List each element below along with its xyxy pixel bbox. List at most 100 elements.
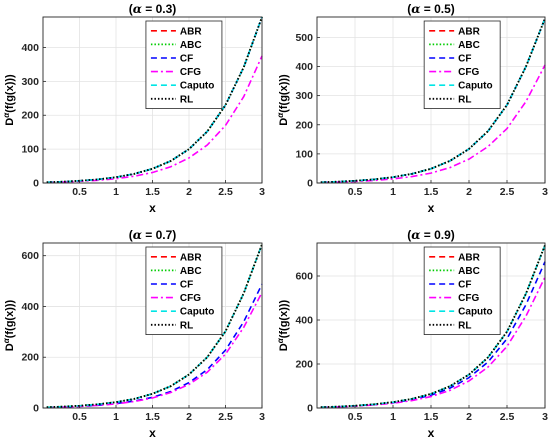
title-suffix: = 0.3) xyxy=(142,2,176,16)
title-alpha: α xyxy=(411,228,420,242)
title-prefix: ( xyxy=(129,228,133,242)
x-axis-label: x xyxy=(149,201,156,215)
x-tick-label: 1.5 xyxy=(145,186,160,198)
y-tick-label: 400 xyxy=(295,315,313,327)
legend-label-caputo: Caputo xyxy=(458,307,492,318)
title-suffix: = 0.7) xyxy=(142,228,176,242)
x-tick-label: 3 xyxy=(259,186,265,198)
ylabel-suffix: (f(g(x))) xyxy=(4,299,16,338)
ylabel-sup: α xyxy=(276,112,285,118)
legend-box xyxy=(423,246,501,335)
x-tick-label: 3 xyxy=(542,411,548,423)
x-tick-label: 1 xyxy=(390,186,396,198)
x-tick-label: 3 xyxy=(259,411,265,423)
y-axis-label: Dα(f(g(x))) xyxy=(2,74,16,126)
legend-label-rl: RL xyxy=(458,320,471,331)
title-alpha: α xyxy=(133,2,142,16)
legend-label-cfg: CFG xyxy=(458,293,479,304)
title-alpha: α xyxy=(411,2,420,16)
legend-label-cf: CF xyxy=(180,280,193,291)
x-tick-label: 2 xyxy=(466,186,472,198)
subplot-title: (α = 0.9) xyxy=(407,228,455,242)
legend-box xyxy=(145,20,223,109)
title-suffix: = 0.9) xyxy=(420,228,454,242)
title-prefix: ( xyxy=(129,2,133,16)
x-tick-label: 1 xyxy=(113,411,119,423)
legend-label-rl: RL xyxy=(180,320,193,331)
y-tick-label: 300 xyxy=(21,76,39,88)
legend-label-abc: ABC xyxy=(458,40,480,51)
y-tick-label: 600 xyxy=(21,250,39,262)
legend-label-abr: ABR xyxy=(458,252,480,263)
legend-label-cfg: CFG xyxy=(458,67,479,78)
legend-label-abc: ABC xyxy=(180,40,202,51)
x-tick-label: 3 xyxy=(542,186,548,198)
subplot-title: (α = 0.3) xyxy=(129,2,177,16)
legend-box xyxy=(423,20,501,109)
x-tick-label: 2 xyxy=(186,186,192,198)
y-tick-label: 200 xyxy=(295,359,313,371)
legend-label-cf: CF xyxy=(180,54,193,65)
legend-label-caputo: Caputo xyxy=(458,81,492,92)
x-tick-label: 2.5 xyxy=(218,186,233,198)
ylabel-prefix: D xyxy=(4,118,16,126)
y-axis-label: Dα(f(g(x))) xyxy=(276,299,290,351)
legend-box xyxy=(145,246,223,335)
subplot-title: (α = 0.7) xyxy=(129,228,177,242)
y-tick-label: 400 xyxy=(21,301,39,313)
title-alpha: α xyxy=(133,228,142,242)
legend-label-rl: RL xyxy=(180,94,193,105)
ylabel-suffix: (f(g(x))) xyxy=(4,74,16,113)
x-tick-label: 2 xyxy=(186,411,192,423)
x-tick-label: 1.5 xyxy=(424,186,439,198)
y-tick-label: 200 xyxy=(295,119,313,131)
y-axis-label: Dα(f(g(x))) xyxy=(2,299,16,351)
ylabel-suffix: (f(g(x))) xyxy=(278,74,290,113)
legend-label-abr: ABR xyxy=(458,26,480,37)
x-axis-label: x xyxy=(428,426,435,440)
x-tick-label: 2.5 xyxy=(500,186,515,198)
x-tick-label: 1 xyxy=(390,411,396,423)
x-tick-label: 2.5 xyxy=(218,411,233,423)
y-tick-label: 100 xyxy=(21,144,39,156)
y-tick-label: 400 xyxy=(295,61,313,73)
title-suffix: = 0.5) xyxy=(420,2,454,16)
y-tick-label: 200 xyxy=(21,110,39,122)
legend: ABR ABC CF CFG Caputo RL xyxy=(145,20,223,109)
x-tick-label: 2.5 xyxy=(500,411,515,423)
legend-label-abc: ABC xyxy=(180,266,202,277)
ylabel-sup: α xyxy=(2,112,11,118)
legend-label-abr: ABR xyxy=(180,252,202,263)
x-tick-label: 0.5 xyxy=(72,411,87,423)
x-tick-label: 2 xyxy=(466,411,472,423)
x-axis-label: x xyxy=(428,201,435,215)
ylabel-sup: α xyxy=(276,337,285,343)
x-tick-label: 0.5 xyxy=(348,411,363,423)
legend-label-caputo: Caputo xyxy=(180,81,214,92)
y-axis-label: Dα(f(g(x))) xyxy=(276,74,290,126)
legend-label-abc: ABC xyxy=(458,266,480,277)
y-tick-label: 600 xyxy=(295,271,313,283)
subplot-title: (α = 0.5) xyxy=(407,2,455,16)
x-tick-label: 0.5 xyxy=(348,186,363,198)
y-tick-label: 500 xyxy=(295,32,313,44)
legend-label-cfg: CFG xyxy=(180,67,201,78)
legend-label-caputo: Caputo xyxy=(180,307,214,318)
y-tick-label: 0 xyxy=(33,178,39,190)
x-tick-label: 0.5 xyxy=(72,186,87,198)
y-tick-label: 0 xyxy=(307,178,313,190)
legend: ABR ABC CF CFG Caputo RL xyxy=(145,246,223,335)
ylabel-prefix: D xyxy=(4,343,16,351)
legend: ABR ABC CF CFG Caputo RL xyxy=(423,246,501,335)
ylabel-prefix: D xyxy=(278,118,290,126)
legend-label-cf: CF xyxy=(458,54,471,65)
x-tick-label: 1.5 xyxy=(424,411,439,423)
ylabel-prefix: D xyxy=(278,343,290,351)
legend-label-abr: ABR xyxy=(180,26,202,37)
ylabel-sup: α xyxy=(2,337,11,343)
legend-label-rl: RL xyxy=(458,94,471,105)
